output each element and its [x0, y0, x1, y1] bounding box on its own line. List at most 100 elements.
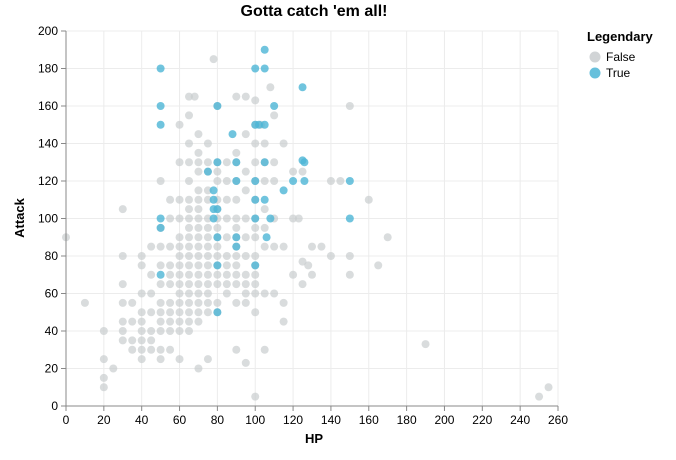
point-false [345, 270, 354, 279]
point-false [251, 308, 260, 317]
point-true [209, 214, 218, 223]
point-false [128, 336, 137, 345]
point-false [194, 148, 203, 157]
point-false [185, 327, 193, 335]
point-false [147, 327, 156, 335]
point-false [289, 270, 298, 279]
point-false [241, 270, 250, 279]
point-false [222, 214, 231, 223]
point-false [147, 289, 156, 298]
grid [65, 30, 559, 407]
point-false [128, 345, 137, 354]
point-false [251, 158, 260, 167]
point-false [99, 355, 108, 364]
point-true [260, 158, 269, 167]
point-true [156, 120, 165, 129]
point-false [194, 280, 203, 289]
point-false [118, 317, 127, 326]
y-tick-label: 20 [45, 362, 59, 376]
point-false [213, 252, 222, 260]
point-true [251, 214, 260, 223]
y-tick-label: 140 [38, 137, 58, 151]
point-false [175, 308, 184, 317]
point-true [270, 102, 279, 110]
point-false [260, 345, 269, 354]
point-false [175, 214, 184, 223]
point-false [260, 242, 269, 251]
point-false [213, 223, 222, 232]
point-false [194, 308, 203, 317]
x-tick-label: 220 [472, 413, 492, 427]
point-false [203, 298, 212, 307]
point-true [156, 223, 165, 232]
point-false [232, 298, 241, 307]
point-false [383, 233, 392, 242]
y-tick-label: 60 [45, 287, 59, 301]
point-false [364, 195, 373, 204]
point-false [203, 355, 212, 364]
point-true [232, 177, 241, 185]
point-false [185, 242, 193, 251]
point-false [185, 111, 193, 120]
point-false [241, 252, 250, 260]
point-false [137, 289, 146, 298]
point-false [194, 364, 203, 373]
point-true [232, 233, 241, 242]
point-false [147, 345, 156, 354]
point-false [194, 261, 203, 270]
point-false [156, 308, 165, 317]
point-false [270, 158, 279, 167]
point-false [203, 223, 212, 232]
point-false [166, 261, 175, 270]
point-false [251, 252, 260, 260]
point-false [222, 270, 231, 279]
point-false [194, 167, 203, 176]
point-false [304, 261, 313, 270]
point-false [175, 280, 184, 289]
point-false [232, 92, 241, 101]
point-false [137, 355, 146, 364]
point-false [260, 205, 269, 214]
point-false [137, 261, 146, 270]
point-false [194, 298, 203, 307]
point-false [209, 55, 218, 64]
point-true [213, 308, 222, 317]
point-false [175, 327, 184, 335]
point-false [166, 298, 175, 307]
point-false [147, 242, 156, 251]
point-true [251, 261, 260, 270]
point-false [203, 289, 212, 298]
point-false [298, 167, 307, 176]
point-false [251, 96, 260, 105]
point-false [194, 242, 203, 251]
point-false [232, 270, 241, 279]
point-false [175, 233, 184, 242]
legend-label-false: False [606, 50, 636, 64]
x-tick-label: 40 [135, 413, 149, 427]
point-false [99, 327, 108, 335]
x-tick-label: 120 [283, 413, 303, 427]
point-true [156, 214, 165, 223]
point-false [421, 340, 430, 349]
point-false [99, 373, 108, 382]
point-true [213, 261, 222, 270]
point-false [222, 195, 231, 204]
point-false [294, 214, 303, 223]
point-false [118, 336, 127, 345]
point-false [232, 261, 241, 270]
point-false [203, 252, 212, 260]
point-false [535, 392, 544, 401]
point-true [262, 233, 271, 242]
point-false [128, 298, 137, 307]
point-true [213, 102, 222, 110]
point-true [213, 233, 222, 242]
x-tick-label: 0 [63, 413, 70, 427]
point-false [166, 214, 175, 223]
point-false [289, 214, 298, 223]
point-false [166, 345, 175, 354]
y-axis-title: Attack [12, 197, 27, 238]
point-false [279, 139, 288, 148]
point-false [175, 261, 184, 270]
point-false [213, 167, 222, 176]
point-false [185, 280, 193, 289]
